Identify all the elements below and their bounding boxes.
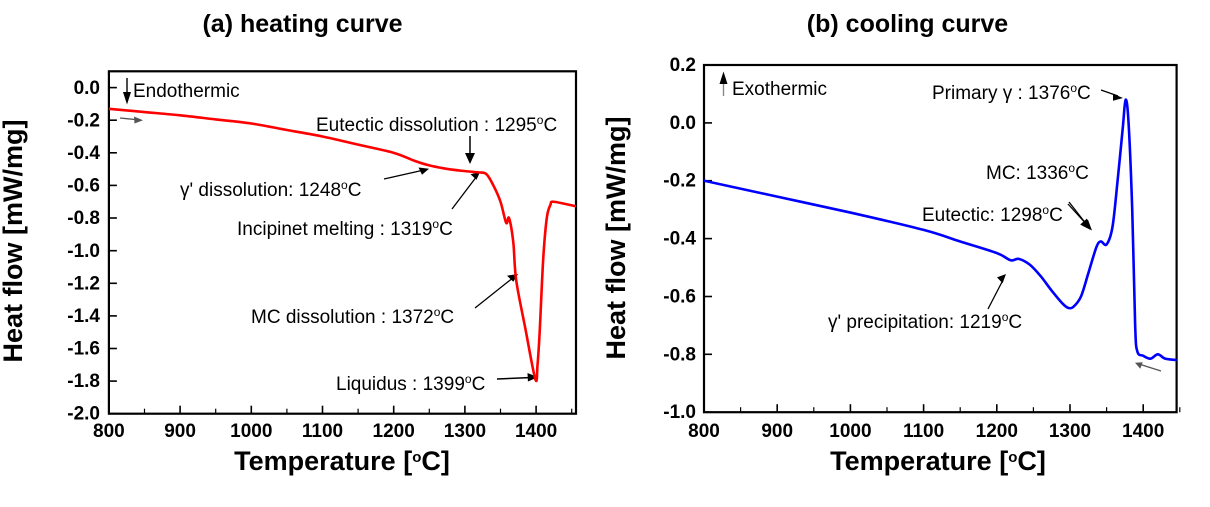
svg-text:1300: 1300	[1049, 421, 1091, 442]
svg-text:-1.6: -1.6	[67, 339, 100, 360]
svg-text:-1.8: -1.8	[67, 371, 100, 392]
svg-text:0.0: 0.0	[670, 113, 696, 134]
svg-text:-0.8: -0.8	[663, 344, 696, 365]
svg-text:900: 900	[164, 421, 196, 442]
svg-text:-0.4: -0.4	[67, 143, 100, 164]
svg-text:0.0: 0.0	[74, 78, 100, 99]
svg-text:1400: 1400	[515, 421, 557, 442]
svg-text:Incipinet melting : 1319oC: Incipinet melting : 1319oC	[237, 217, 453, 240]
svg-text:Eutectic: 1298oC: Eutectic: 1298oC	[922, 203, 1063, 226]
svg-text:1100: 1100	[903, 421, 944, 442]
svg-text:1100: 1100	[302, 421, 343, 442]
svg-text:1200: 1200	[976, 421, 1018, 442]
svg-text:Endothermic: Endothermic	[133, 81, 240, 102]
svg-text:1000: 1000	[230, 421, 272, 442]
svg-text:800: 800	[688, 421, 720, 442]
svg-text:Temperature [oC]: Temperature [oC]	[234, 446, 450, 476]
svg-text:Liquidus : 1399oC: Liquidus : 1399oC	[336, 372, 485, 395]
svg-text:1400: 1400	[1122, 421, 1164, 442]
svg-text:γ' precipitation: 1219oC: γ' precipitation: 1219oC	[828, 310, 1022, 333]
svg-text:Temperature [oC]: Temperature [oC]	[830, 446, 1046, 476]
svg-text:Heat flow [mW/mg]: Heat flow [mW/mg]	[605, 117, 631, 360]
svg-text:-0.6: -0.6	[663, 287, 696, 308]
svg-text:-1.4: -1.4	[67, 306, 100, 327]
svg-text:-1.0: -1.0	[67, 241, 100, 262]
svg-text:Primary γ : 1376oC: Primary γ : 1376oC	[932, 81, 1091, 104]
svg-text:0.2: 0.2	[670, 55, 696, 76]
svg-text:-0.2: -0.2	[67, 111, 100, 132]
svg-text:-1.2: -1.2	[67, 274, 100, 295]
svg-text:Eutectic dissolution : 1295oC: Eutectic dissolution : 1295oC	[316, 113, 557, 136]
svg-text:-0.6: -0.6	[67, 176, 100, 197]
svg-text:1200: 1200	[373, 421, 415, 442]
svg-text:MC dissolution : 1372oC: MC dissolution : 1372oC	[251, 305, 454, 328]
svg-text:900: 900	[761, 421, 793, 442]
svg-text:Exothermic: Exothermic	[732, 79, 827, 100]
svg-text:-0.2: -0.2	[663, 171, 696, 192]
svg-text:MC: 1336oC: MC: 1336oC	[986, 161, 1089, 184]
svg-text:1000: 1000	[829, 421, 871, 442]
svg-text:-0.8: -0.8	[67, 208, 100, 229]
svg-text:γ' dissolution: 1248oC: γ' dissolution: 1248oC	[180, 178, 361, 201]
svg-text:800: 800	[93, 421, 125, 442]
svg-text:1300: 1300	[444, 421, 486, 442]
svg-text:Heat flow [mW/mg]: Heat flow [mW/mg]	[0, 120, 28, 363]
svg-text:-0.4: -0.4	[663, 229, 696, 250]
